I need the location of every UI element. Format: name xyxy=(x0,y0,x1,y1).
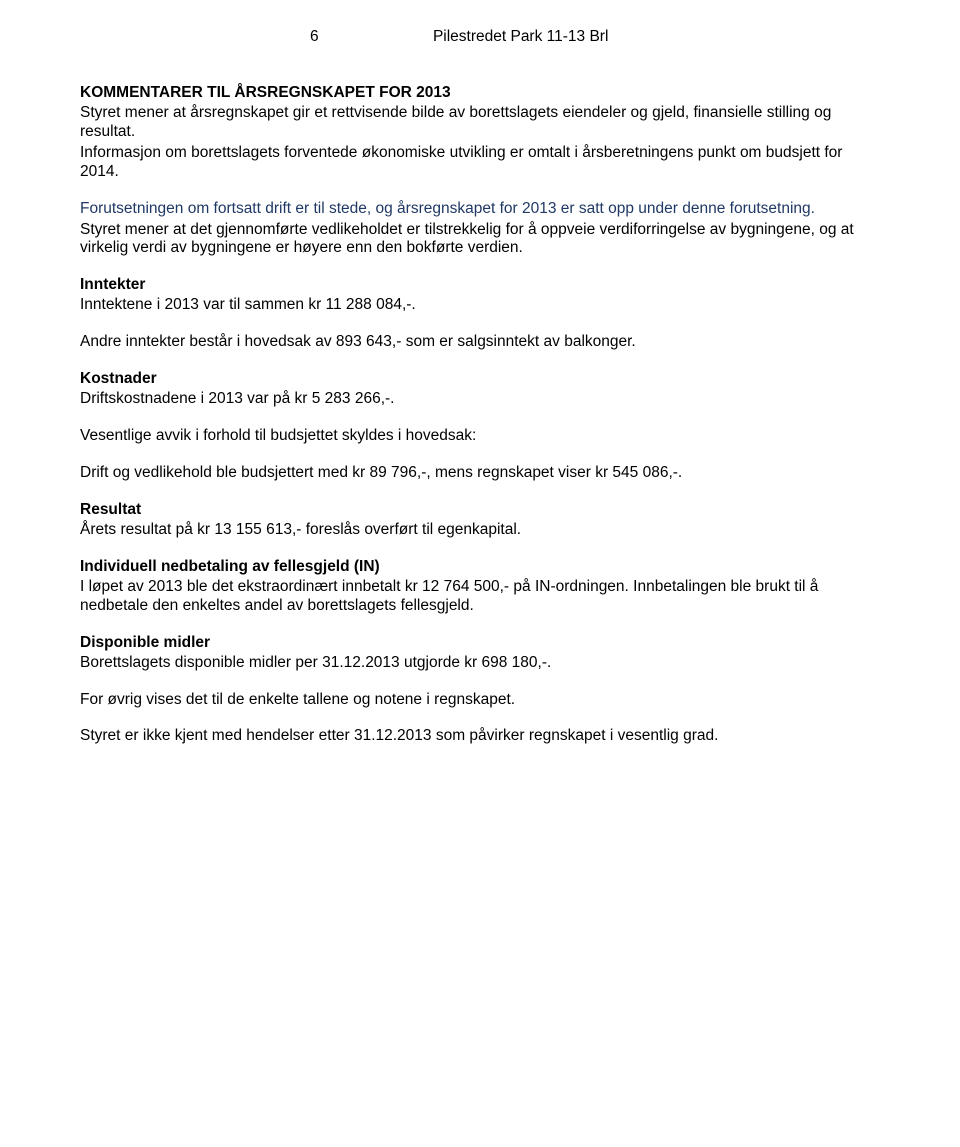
forutsetning-paragraph-1: Forutsetningen om fortsatt drift er til … xyxy=(80,200,880,219)
inntekter-line: Inntektene i 2013 var til sammen kr 11 2… xyxy=(80,296,880,315)
intro-block: KOMMENTARER TIL ÅRSREGNSKAPET FOR 2013 S… xyxy=(80,84,880,182)
avvik-intro: Vesentlige avvik i forhold til budsjette… xyxy=(80,427,880,446)
resultat-line: Årets resultat på kr 13 155 613,- foresl… xyxy=(80,521,880,540)
intro-paragraph-2: Informasjon om borettslagets forventede … xyxy=(80,144,880,182)
in-block: Individuell nedbetaling av fellesgjeld (… xyxy=(80,558,880,616)
page-number: 6 xyxy=(310,28,319,46)
forutsetning-paragraph-2: Styret mener at det gjennomførte vedlike… xyxy=(80,221,880,259)
kostnader-block: Kostnader Driftskostnadene i 2013 var på… xyxy=(80,370,880,409)
kostnader-line: Driftskostnadene i 2013 var på kr 5 283 … xyxy=(80,390,880,409)
foravrig-line: For øvrig vises det til de enkelte talle… xyxy=(80,691,880,710)
in-paragraph: I løpet av 2013 ble det ekstraordinært i… xyxy=(80,578,880,616)
avvik-detail: Drift og vedlikehold ble budsjettert med… xyxy=(80,464,880,483)
page-header: 6 Pilestredet Park 11-13 Brl xyxy=(80,28,880,46)
main-title: KOMMENTARER TIL ÅRSREGNSKAPET FOR 2013 xyxy=(80,84,880,102)
resultat-block: Resultat Årets resultat på kr 13 155 613… xyxy=(80,501,880,540)
intro-paragraph-1: Styret mener at årsregnskapet gir et ret… xyxy=(80,104,880,142)
doc-title: Pilestredet Park 11-13 Brl xyxy=(433,28,608,45)
closing-paragraph: Styret er ikke kjent med hendelser etter… xyxy=(80,727,880,746)
inntekter-block: Inntekter Inntektene i 2013 var til samm… xyxy=(80,276,880,315)
andre-inntekter: Andre inntekter består i hovedsak av 893… xyxy=(80,333,880,352)
inntekter-title: Inntekter xyxy=(80,276,880,294)
in-title: Individuell nedbetaling av fellesgjeld (… xyxy=(80,558,880,576)
forutsetning-block: Forutsetningen om fortsatt drift er til … xyxy=(80,200,880,259)
resultat-title: Resultat xyxy=(80,501,880,519)
disponible-title: Disponible midler xyxy=(80,634,880,652)
kostnader-title: Kostnader xyxy=(80,370,880,388)
disponible-line: Borettslagets disponible midler per 31.1… xyxy=(80,654,880,673)
disponible-block: Disponible midler Borettslagets disponib… xyxy=(80,634,880,673)
